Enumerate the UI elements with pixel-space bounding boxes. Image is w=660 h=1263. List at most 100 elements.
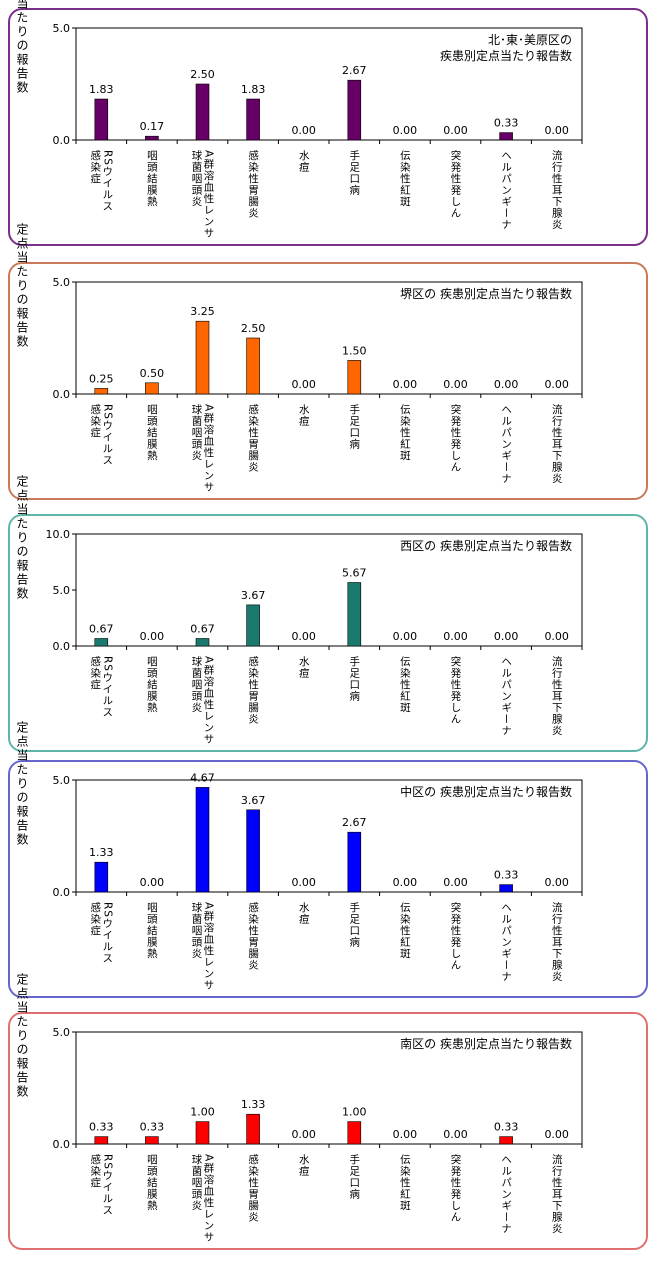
category-label: RSウイルス [101, 1154, 113, 1216]
bar [195, 1121, 210, 1145]
data-label: 0.00 [494, 378, 519, 391]
data-label: 0.33 [494, 117, 519, 130]
category-label: 流行性耳下腺炎 [551, 655, 563, 736]
category-label: 突発性発しん [450, 1153, 462, 1223]
bar [195, 320, 210, 395]
data-label: 3.25 [190, 305, 215, 318]
category-label: 咽頭結膜熱 [146, 902, 158, 960]
data-label: 0.33 [494, 869, 519, 882]
data-label: 0.33 [140, 1121, 165, 1134]
category-label: 水痘 [298, 1154, 310, 1177]
data-label: 4.67 [190, 771, 215, 784]
data-label: 0.00 [393, 1128, 418, 1141]
bar [195, 787, 210, 893]
category-label: 感染性胃腸炎 [247, 901, 259, 971]
data-label: 0.00 [140, 630, 165, 643]
chart-title: 疾患別定点当たり報告数 [440, 48, 572, 63]
bar [347, 1121, 362, 1145]
category-label: 球菌咽頭炎 [191, 149, 203, 207]
category-label: 伝染性紅斑 [399, 656, 411, 714]
data-label: 0.00 [443, 1128, 468, 1141]
category-label: A群溶血性レンサ [203, 1154, 215, 1243]
bar [94, 861, 109, 893]
chart-panel-minami: 定点当たりの報告数 0.0 5.0 南区の 疾患別定点当たり報告数 0.33 0.33 1.… [8, 972, 648, 1250]
chart-title: 西区の 疾患別定点当たり報告数 [400, 538, 572, 553]
category-label: 感染性胃腸炎 [247, 149, 259, 219]
category-label: 感染症 [89, 655, 101, 690]
data-label: 1.00 [190, 1106, 215, 1119]
category-label: A群溶血性レンサ [203, 902, 215, 991]
category-label: A群溶血性レンサ [203, 656, 215, 745]
category-label: 流行性耳下腺炎 [551, 403, 563, 484]
data-label: 1.83 [241, 83, 266, 96]
data-label: 1.83 [89, 83, 114, 96]
category-label: 水痘 [298, 902, 310, 925]
bar [94, 638, 109, 647]
bar [246, 98, 260, 141]
plot-area [75, 281, 583, 395]
category-label: 咽頭結膜熱 [146, 1154, 158, 1212]
bar-chart: 定点当たりの報告数 0.0 5.0 中区の 疾患別定点当たり報告数 1.33 0.00 4.… [15, 720, 583, 991]
category-label: 突発性発しん [450, 403, 462, 473]
chart-title: 中区の 疾患別定点当たり報告数 [400, 784, 572, 799]
y-tick-label: 10.0 [46, 528, 71, 541]
category-label: RSウイルス [101, 404, 113, 466]
data-label: 0.00 [291, 876, 316, 889]
category-label: RSウイルス [101, 902, 113, 964]
data-label: 0.33 [494, 1121, 519, 1134]
category-label: 感染性胃腸炎 [247, 1153, 259, 1223]
category-label: 流行性耳下腺炎 [551, 1153, 563, 1234]
category-label: 球菌咽頭炎 [191, 403, 203, 461]
y-tick-label: 5.0 [53, 774, 71, 787]
category-label: 手足口病 [348, 901, 360, 948]
y-axis-label: 定点当たりの報告数 [15, 474, 29, 601]
bar [94, 98, 109, 141]
bar-chart: 定点当たりの報告数 0.0 5.0 堺区の 疾患別定点当たり報告数 0.25 0.50 3.… [15, 222, 583, 493]
category-label: 咽頭結膜熱 [146, 150, 158, 208]
bar [94, 388, 109, 395]
bar [347, 582, 362, 647]
category-label: 手足口病 [348, 1153, 360, 1200]
category-label: 感染性胃腸炎 [247, 403, 259, 473]
bar [94, 1136, 109, 1145]
y-tick-label: 5.0 [53, 1026, 71, 1039]
y-axis-label: 定点当たりの報告数 [15, 222, 29, 349]
category-label: 球菌咽頭炎 [191, 901, 203, 959]
bar [499, 884, 513, 893]
data-label: 0.00 [393, 124, 418, 137]
data-label: 0.67 [89, 622, 114, 635]
bar [145, 382, 159, 395]
category-label: 伝染性紅斑 [399, 404, 411, 462]
chart-title: 堺区の 疾患別定点当たり報告数 [400, 286, 572, 301]
category-label: 突発性発しん [450, 901, 462, 971]
bar [347, 79, 362, 141]
data-label: 0.00 [443, 630, 468, 643]
data-label: 0.00 [140, 876, 165, 889]
bar [246, 604, 260, 647]
category-label: ヘルパンギーナ [500, 404, 512, 485]
data-label: 0.67 [190, 622, 215, 635]
category-label: 流行性耳下腺炎 [551, 149, 563, 230]
data-label: 2.67 [342, 816, 367, 829]
y-tick-label: 0.0 [53, 886, 71, 899]
y-axis-label: 定点当たりの報告数 [15, 0, 29, 95]
data-label: 0.00 [393, 630, 418, 643]
category-label: 伝染性紅斑 [399, 150, 411, 208]
bar [347, 360, 362, 395]
data-label: 0.00 [443, 378, 468, 391]
category-label: RSウイルス [101, 150, 113, 212]
data-label: 0.00 [494, 630, 519, 643]
category-label: 突発性発しん [450, 149, 462, 219]
bar [499, 1136, 513, 1145]
data-label: 0.00 [544, 1128, 569, 1141]
category-label: 咽頭結膜熱 [146, 656, 158, 714]
category-label: 感染性胃腸炎 [247, 655, 259, 725]
category-label: ヘルパンギーナ [500, 656, 512, 737]
y-tick-label: 0.0 [53, 640, 71, 653]
category-label: 球菌咽頭炎 [191, 655, 203, 713]
category-label: RSウイルス [101, 656, 113, 718]
data-label: 0.25 [89, 372, 114, 385]
bar [246, 809, 260, 893]
y-tick-label: 0.0 [53, 388, 71, 401]
